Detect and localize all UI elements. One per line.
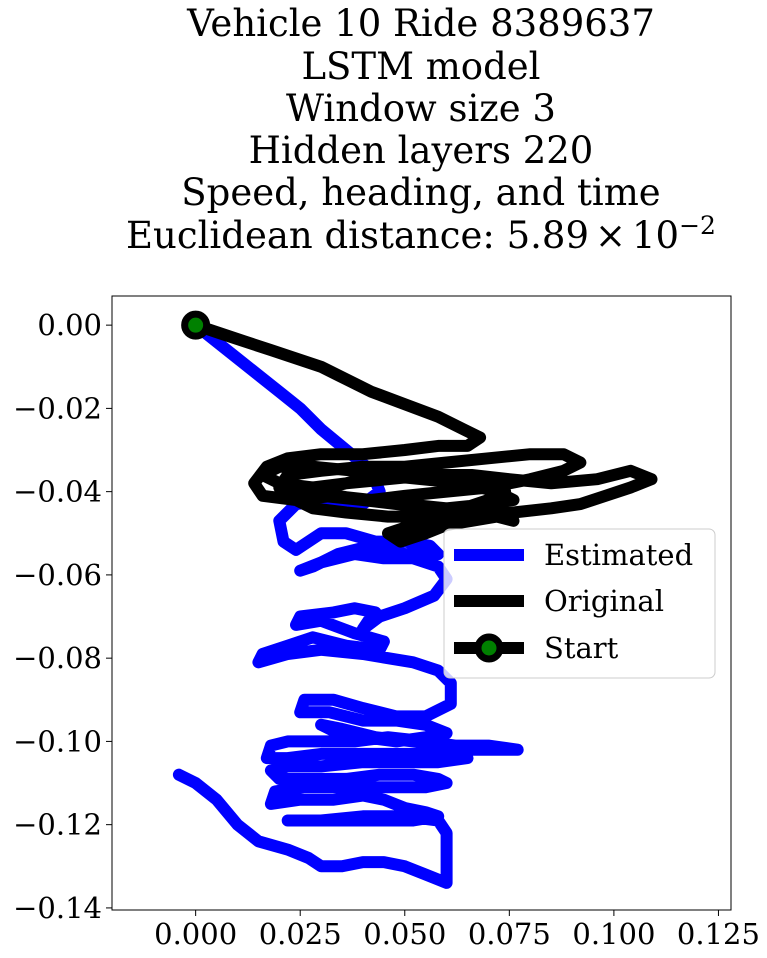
- ticks-layer: 0.000 0.025 0.050 0.075 0.100 0.125 0.00 −0.02 −…: [13, 308, 760, 951]
- legend-box: [443, 528, 716, 679]
- series-line-estimated: [172, 319, 524, 889]
- y-tick-label: −0.06: [13, 558, 102, 592]
- x-tick-label: 0.000: [154, 917, 237, 951]
- legend-label-original: Original: [544, 584, 664, 618]
- distance-base: 10: [632, 214, 679, 257]
- x-tick-label: 0.100: [572, 917, 655, 951]
- title-line-model: LSTM model: [301, 45, 540, 88]
- distance-prefix: Euclidean distance: 5.89: [126, 214, 589, 257]
- distance-exponent: −2: [679, 211, 716, 240]
- x-tick-label: 0.025: [259, 917, 342, 951]
- title-line-features: Speed, heading, and time: [181, 171, 660, 214]
- start-layer: [181, 310, 211, 340]
- distance-times: ×: [595, 214, 626, 257]
- legend-label-start: Start: [544, 631, 619, 665]
- series-line-original: [189, 319, 658, 548]
- legend-swatch-start-marker: [474, 633, 504, 663]
- series-layer: [172, 319, 658, 889]
- plot-frame: [111, 295, 732, 911]
- y-tick-label: −0.14: [13, 891, 102, 925]
- y-tick-label: −0.10: [13, 724, 102, 758]
- title-line-ride: Vehicle 10 Ride 8389637: [186, 2, 655, 45]
- x-tick-label: 0.075: [468, 917, 551, 951]
- title-line-distance: Euclidean distance: 5.89 × 10−2: [126, 211, 716, 257]
- title-line-hidden: Hidden layers 220: [249, 129, 594, 172]
- x-tick-label: 0.050: [363, 917, 446, 951]
- y-tick-label: −0.08: [13, 641, 102, 675]
- y-tick-label: 0.00: [37, 308, 102, 342]
- title-line-window: Window size 3: [286, 87, 556, 130]
- start-marker: [181, 310, 211, 340]
- chart-title: Vehicle 10 Ride 8389637 LSTM model Windo…: [126, 2, 716, 257]
- y-tick-label: −0.04: [13, 475, 102, 509]
- y-tick-label: −0.12: [13, 808, 102, 842]
- legend-label-estimated: Estimated: [544, 538, 693, 572]
- legend: Estimated Original Start: [443, 528, 716, 679]
- y-tick-label: −0.02: [13, 391, 102, 425]
- x-tick-label: 0.125: [677, 917, 760, 951]
